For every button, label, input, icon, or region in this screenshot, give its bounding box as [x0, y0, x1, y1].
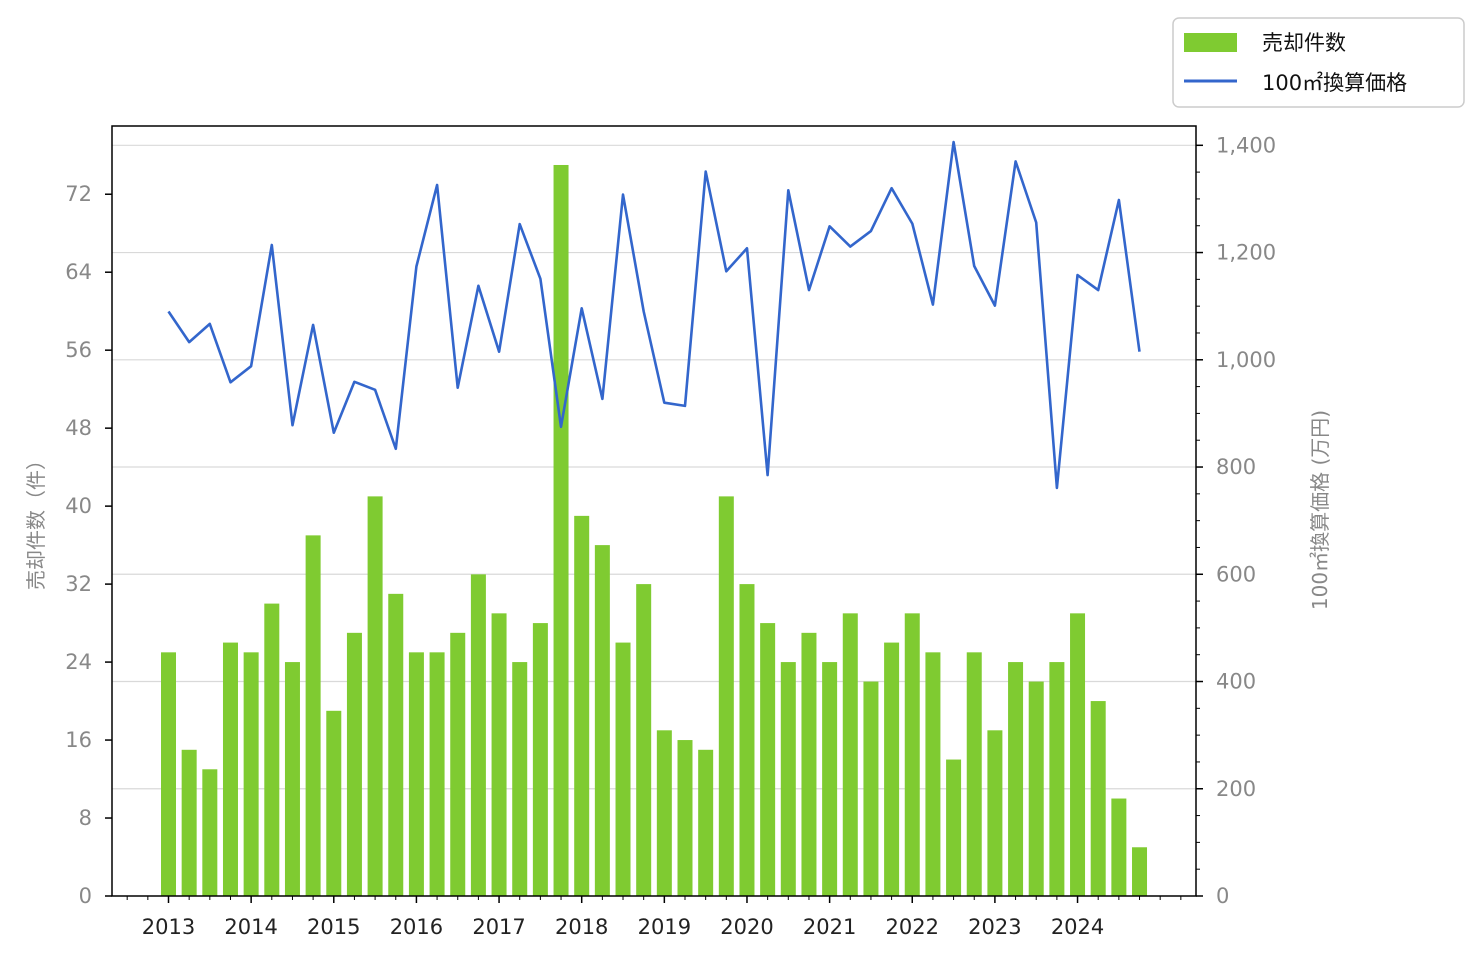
- bar: [1111, 798, 1127, 896]
- x-tick-label: 2022: [886, 915, 939, 939]
- bar: [367, 496, 383, 896]
- bar: [987, 730, 1003, 896]
- bar: [470, 574, 486, 896]
- right-tick-label: 600: [1216, 562, 1256, 586]
- price-line: [167, 140, 1141, 490]
- bar: [1008, 662, 1024, 896]
- bar: [532, 623, 548, 896]
- legend-label-bars: 売却件数: [1262, 31, 1346, 55]
- right-tick-label: 400: [1216, 670, 1256, 694]
- legend-label-line: 100㎡換算価格: [1262, 71, 1407, 95]
- left-axis-label: 売却件数（件）: [24, 450, 48, 590]
- left-tick-label: 0: [79, 884, 92, 908]
- x-tick-label: 2021: [803, 915, 856, 939]
- bar: [966, 652, 982, 896]
- bar: [801, 632, 817, 896]
- bar: [1090, 701, 1106, 896]
- bar: [512, 662, 528, 896]
- bar: [161, 652, 176, 896]
- bar: [677, 740, 693, 896]
- bar: [264, 603, 280, 896]
- bar: [1049, 662, 1065, 896]
- x-tick-label: 2014: [224, 915, 277, 939]
- right-tick-label: 1,000: [1216, 348, 1276, 372]
- bar: [326, 710, 342, 896]
- bar: [718, 496, 734, 896]
- legend-bar-swatch: [1184, 33, 1237, 52]
- bar: [222, 642, 238, 896]
- x-tick-label: 2015: [307, 915, 360, 939]
- bar: [904, 613, 920, 896]
- bar: [408, 652, 424, 896]
- left-tick-label: 24: [65, 650, 92, 674]
- right-tick-label: 200: [1216, 777, 1256, 801]
- bar: [822, 662, 838, 896]
- legend: 売却件数 100㎡換算価格: [1172, 17, 1465, 108]
- plot-frame: [111, 125, 1197, 897]
- bar: [284, 662, 300, 896]
- bar: [739, 584, 755, 896]
- bar: [491, 613, 507, 896]
- x-tick-label: 2023: [968, 915, 1021, 939]
- x-tick-label: 2017: [472, 915, 525, 939]
- left-tick-label: 56: [65, 338, 92, 362]
- x-tick-label: 2024: [1051, 915, 1104, 939]
- left-tick-label: 40: [65, 494, 92, 518]
- bar: [615, 642, 631, 896]
- x-tick-label: 2019: [638, 915, 691, 939]
- bar: [925, 652, 941, 896]
- bar: [553, 164, 569, 897]
- bar-series: [161, 164, 1148, 897]
- right-tick-label: 1,200: [1216, 241, 1276, 265]
- bar: [698, 749, 714, 896]
- left-tick-label: 32: [65, 572, 92, 596]
- bar: [181, 749, 197, 896]
- bar: [1070, 613, 1086, 896]
- line-series: [167, 140, 1141, 490]
- right-tick-label: 800: [1216, 455, 1256, 479]
- legend-box: [1172, 17, 1465, 108]
- x-tick-label: 2016: [390, 915, 443, 939]
- bar: [656, 730, 672, 896]
- bar: [574, 515, 590, 896]
- x-tick-label: 2020: [720, 915, 773, 939]
- bar: [243, 652, 259, 896]
- bar: [1132, 847, 1148, 896]
- left-tick-label: 72: [65, 182, 92, 206]
- right-tick-label: 1,400: [1216, 133, 1276, 157]
- bar: [202, 769, 218, 896]
- left-tick-label: 48: [65, 416, 92, 440]
- bar: [636, 584, 652, 896]
- axis-ticks: 0 8 16 24 32 40 48 56 64 72 0 200 400 600 800 1,000 1,20…: [65, 133, 1276, 939]
- x-tick-label: 2018: [555, 915, 608, 939]
- bar: [884, 642, 900, 896]
- bar: [346, 632, 362, 896]
- bar: [429, 652, 445, 896]
- bar: [842, 613, 858, 896]
- bar: [863, 681, 879, 896]
- bar: [946, 759, 962, 896]
- left-tick-label: 64: [65, 260, 92, 284]
- bar: [388, 593, 404, 896]
- bar: [594, 545, 610, 896]
- x-tick-label: 2013: [142, 915, 195, 939]
- bar: [1028, 681, 1044, 896]
- left-tick-label: 16: [65, 728, 92, 752]
- bar: [305, 535, 321, 896]
- bar: [450, 632, 466, 896]
- right-tick-label: 0: [1216, 884, 1229, 908]
- right-axis-label: 100㎡換算価格 (万円): [1308, 410, 1332, 610]
- bar: [760, 623, 776, 896]
- bar: [780, 662, 796, 896]
- left-tick-label: 8: [79, 806, 92, 830]
